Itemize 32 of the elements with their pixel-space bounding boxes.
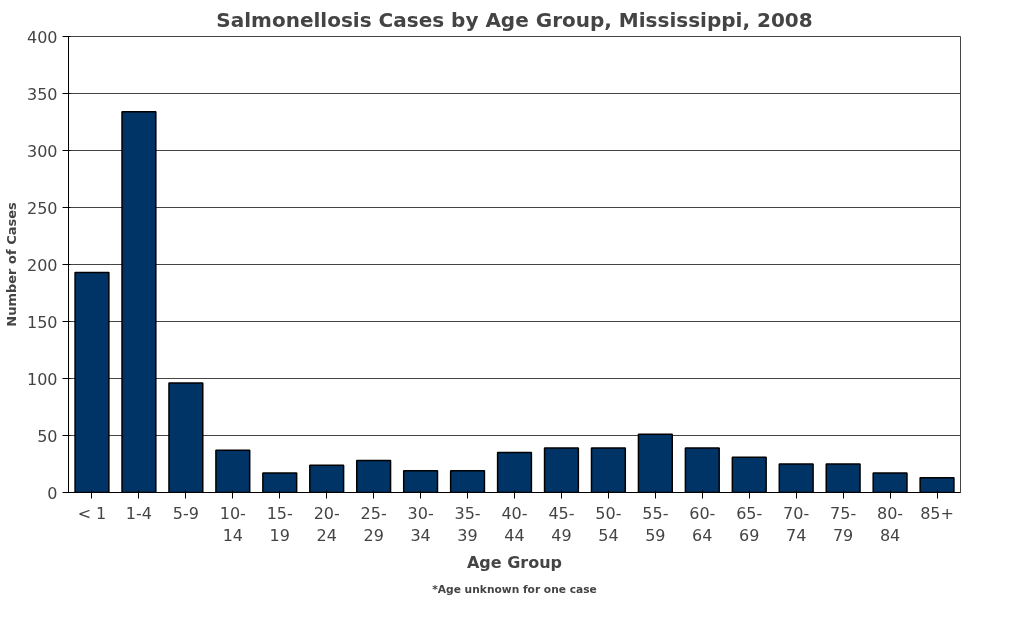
y-tick-label: 350 bbox=[26, 84, 58, 104]
x-tick-label: 30- 34 bbox=[407, 503, 434, 546]
x-tick-label: 60- 64 bbox=[689, 503, 716, 546]
x-tick-label: 45- 49 bbox=[548, 503, 575, 546]
x-tick-label: 50- 54 bbox=[595, 503, 622, 546]
x-tick-label: 25- 29 bbox=[360, 503, 387, 546]
x-tick-label: 85+ bbox=[920, 503, 954, 523]
x-tick-label: 70- 74 bbox=[783, 503, 810, 546]
x-tick-label: 1-4 bbox=[125, 503, 152, 523]
y-tick-label: 0 bbox=[47, 483, 58, 503]
y-axis-title: Number of Cases bbox=[3, 202, 19, 327]
x-tick-label: 40- 44 bbox=[501, 503, 528, 546]
y-tick-label: 150 bbox=[26, 312, 58, 332]
y-tick-label: 100 bbox=[26, 369, 58, 389]
x-tick-label: 55- 59 bbox=[642, 503, 669, 546]
x-tick-label: 10- 14 bbox=[219, 503, 246, 546]
chart-title: Salmonellosis Cases by Age Group, Mississippi, 2008 bbox=[216, 7, 813, 32]
x-tick-label: 15- 19 bbox=[266, 503, 293, 546]
y-tick-label: 300 bbox=[26, 141, 58, 161]
text: *Age unknown for one case bbox=[432, 582, 597, 596]
y-tick-label: 50 bbox=[37, 426, 58, 446]
x-axis-title: Age Group bbox=[466, 553, 563, 573]
y-tick-label: 200 bbox=[26, 255, 58, 275]
x-tick-label: 80- 84 bbox=[877, 503, 904, 546]
y-tick-label: 400 bbox=[26, 27, 58, 47]
x-tick-label: 75- 79 bbox=[830, 503, 857, 546]
x-tick-label: 20- 24 bbox=[313, 503, 340, 546]
x-tick-label: 65- 69 bbox=[736, 503, 763, 546]
x-tick-label: < 1 bbox=[77, 503, 107, 523]
x-tick-label: 5-9 bbox=[172, 503, 199, 523]
y-tick-label: 250 bbox=[26, 198, 58, 218]
x-tick-label: 35- 39 bbox=[454, 503, 481, 546]
